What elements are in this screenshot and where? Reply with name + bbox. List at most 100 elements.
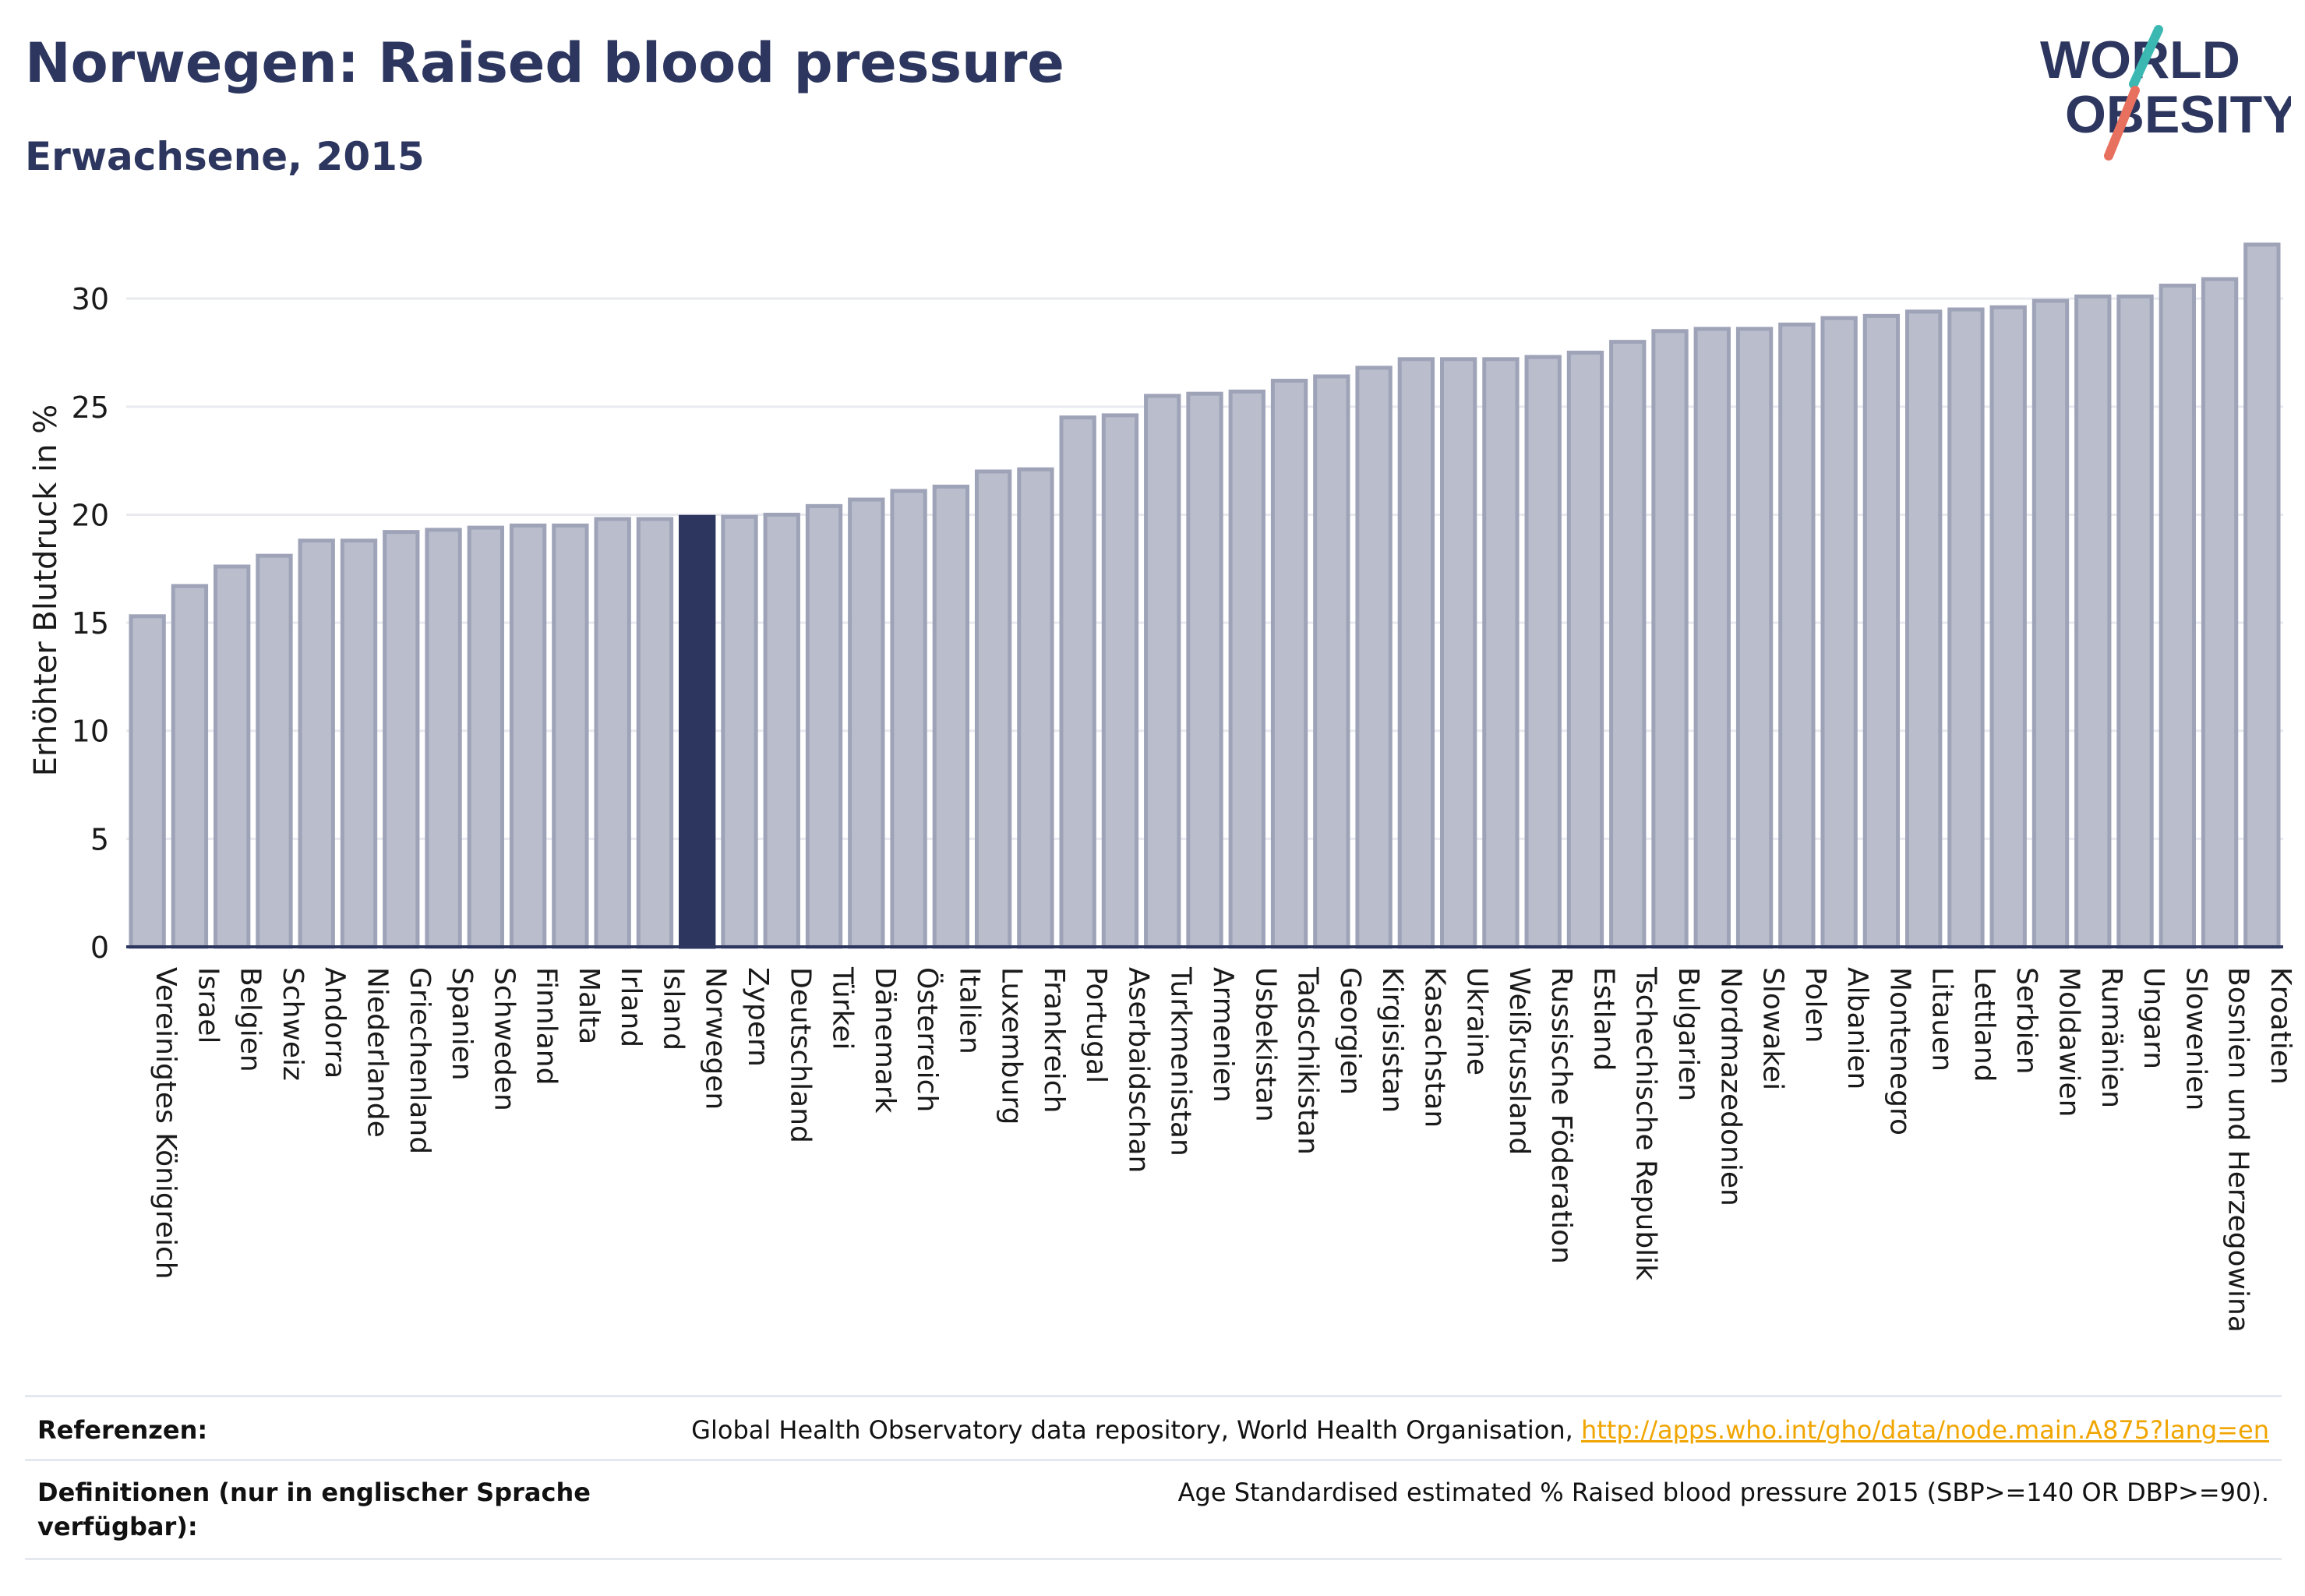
- logo-slash-teal: [2129, 25, 2163, 89]
- bar: [425, 528, 462, 949]
- bar: [2243, 242, 2281, 949]
- definitions-row: Definitionen (nur in englischer Sprache …: [25, 1459, 2282, 1560]
- y-tick-label: 30: [72, 282, 109, 316]
- logo-slash-coral: [2104, 86, 2140, 161]
- x-tick-label: Armenien: [1207, 967, 1239, 1103]
- definitions-label: Definitionen (nur in englischer Sprache …: [37, 1478, 591, 1541]
- bar: [1735, 327, 1774, 949]
- x-tick-label: Nordmazedonien: [1714, 967, 1746, 1206]
- x-tick-label: Niederlande: [362, 967, 394, 1138]
- x-tick-label: Frankreich: [1038, 967, 1070, 1113]
- x-tick-label: Italien: [953, 967, 985, 1054]
- bar: [1989, 305, 2027, 949]
- bar: [1693, 327, 1731, 949]
- bar: [594, 517, 631, 949]
- world-obesity-logo: WORLD OBESITY: [2040, 25, 2291, 161]
- logo-line2: OBESITY: [2065, 85, 2291, 144]
- x-tick-label: Zypern: [742, 967, 774, 1067]
- bar: [552, 523, 589, 949]
- bar-chart: 0 5 10 15 20 25 30 Erhöhter Blutdruck in % Verei…: [28, 242, 2296, 1333]
- y-tick-label: 20: [72, 498, 109, 532]
- bar: [1778, 322, 1816, 949]
- references-label: Referenzen:: [37, 1415, 208, 1445]
- x-tick-label: Israel: [192, 967, 224, 1043]
- y-tick-label: 0: [90, 930, 109, 965]
- bar: [932, 484, 970, 949]
- bar: [1228, 389, 1265, 949]
- y-tick-label: 5: [90, 822, 109, 856]
- x-tick-label: Luxemburg: [996, 967, 1028, 1125]
- chart-subtitle: Erwachsene, 2015: [25, 134, 425, 179]
- x-tick-label: Russische Föderation: [1545, 967, 1577, 1264]
- bar: [1524, 355, 1562, 949]
- x-tick-label: Portugal: [1080, 967, 1112, 1083]
- x-tick-label: Rumänien: [2095, 967, 2127, 1108]
- x-tick-label: Slowakei: [1757, 967, 1789, 1090]
- bar: [848, 497, 885, 949]
- bar: [1270, 379, 1308, 949]
- bar: [1397, 357, 1435, 949]
- x-tick-label: Kroatien: [2264, 967, 2296, 1085]
- bar: [1439, 357, 1477, 949]
- bar: [1017, 467, 1054, 949]
- bar: [1482, 357, 1520, 949]
- bar: [383, 530, 420, 949]
- bar: [763, 512, 800, 949]
- x-tick-label: Bulgarien: [1672, 967, 1704, 1101]
- x-tick-label: Usbekistan: [1249, 967, 1281, 1122]
- x-tick-label: Schweden: [488, 967, 520, 1111]
- bar: [1820, 316, 1858, 949]
- chart-title: Norwegen: Raised blood pressure: [25, 31, 1064, 95]
- x-tick-label: Estland: [1587, 967, 1619, 1071]
- x-tick-label: Dänemark: [869, 967, 901, 1114]
- x-tick-label: Lettland: [1968, 967, 2000, 1082]
- bar: [2159, 284, 2196, 949]
- x-tick-label: Ukraine: [1461, 967, 1493, 1075]
- bar: [974, 469, 1012, 949]
- x-tick-label: Deutschland: [784, 967, 816, 1143]
- x-tick-label: Georgien: [1334, 967, 1366, 1095]
- x-tick-label: Ungarn: [2137, 967, 2169, 1069]
- x-tick-label: Andorra: [319, 967, 351, 1079]
- bar: [1609, 340, 1647, 949]
- references-value: Global Health Observatory data repositor…: [691, 1413, 2269, 1447]
- x-tick-label: Spanien: [446, 967, 478, 1081]
- bar: [256, 553, 293, 949]
- definitions-text: Age Standardised estimated % Raised bloo…: [1177, 1478, 2269, 1507]
- bar: [2201, 277, 2239, 949]
- x-tick-label: Schweiz: [277, 967, 309, 1081]
- x-tick-label: Moldawien: [2053, 967, 2084, 1117]
- x-tick-label: Aserbaidschan: [1122, 967, 1154, 1173]
- references-row: Referenzen: Global Health Observatory da…: [25, 1395, 2282, 1461]
- bar: [1186, 391, 1223, 949]
- references-link[interactable]: http://apps.who.int/gho/data/node.main.A…: [1580, 1415, 2269, 1445]
- bar: [2074, 294, 2112, 949]
- x-tick-label: Belgien: [235, 967, 267, 1072]
- y-tick-label: 15: [72, 606, 109, 641]
- x-tick-label: Albanien: [1841, 967, 1873, 1089]
- x-tick-label: Norwegen: [700, 967, 732, 1110]
- x-tick-label: Kirgisistan: [1376, 967, 1408, 1113]
- bar: [1904, 309, 1943, 949]
- bar: [1144, 394, 1181, 949]
- references-text: Global Health Observatory data repositor…: [691, 1415, 1573, 1445]
- bar: [171, 584, 209, 949]
- x-tick-label: Serbien: [2010, 967, 2042, 1075]
- x-tick-label: Kasachstan: [1418, 967, 1450, 1128]
- bar: [2031, 298, 2070, 949]
- x-tick-label: Tschechische Republik: [1630, 966, 1662, 1280]
- bar: [340, 538, 378, 949]
- x-tick-label: Finnland: [531, 967, 563, 1085]
- x-tick-label: Weißrussland: [1503, 967, 1535, 1155]
- x-tick-label: Vereinigtes Königreich: [150, 967, 182, 1280]
- x-tick-label: Tadschikistan: [1292, 966, 1324, 1155]
- bar: [679, 514, 716, 949]
- x-tick-label: Türkei: [827, 966, 859, 1050]
- bar: [805, 503, 843, 949]
- x-tick-label: Montenegro: [1883, 967, 1915, 1135]
- x-tick-label: Island: [657, 967, 689, 1050]
- x-tick-label: Litauen: [1926, 967, 1958, 1072]
- x-tick-label: Österreich: [911, 967, 944, 1112]
- x-tick-label: Polen: [1799, 967, 1831, 1043]
- bar: [636, 517, 674, 949]
